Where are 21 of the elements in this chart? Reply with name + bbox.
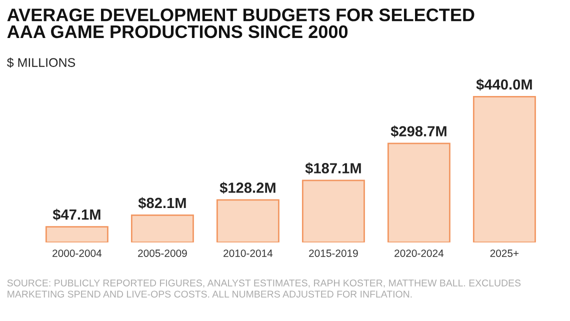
x-tick-label: 2015-2019 bbox=[309, 250, 358, 257]
x-tick-label: 2020-2024 bbox=[394, 250, 444, 257]
bar bbox=[387, 142, 450, 242]
chart-subtitle: $ MILLIONS bbox=[6, 58, 76, 68]
x-tick-label: 2000-2004 bbox=[52, 250, 102, 257]
bar bbox=[130, 214, 194, 242]
data-label: $128.2M bbox=[220, 182, 276, 194]
bar bbox=[302, 180, 365, 242]
x-tick-label: 2005-2009 bbox=[138, 250, 187, 257]
data-label: $82.1M bbox=[138, 197, 186, 210]
bar bbox=[472, 96, 536, 242]
data-label: $47.1M bbox=[52, 208, 100, 221]
x-tick-label: 2025+ bbox=[490, 250, 519, 257]
source-note: SOURCE: PUBLICLY REPORTED FIGURES, ANALYST ESTIMATES, RAPH KOSTER, MATTHEW BALL. EXCLUDES MARKETING SPEND AND LIVE-OPS COSTS. ALL NUMBERS ADJUSTED FOR INFLATION. bbox=[7, 280, 521, 298]
data-label: $440.0M bbox=[476, 78, 532, 91]
bar bbox=[45, 226, 108, 242]
chart-title: AVERAGE DEVELOPMENT BUDGETS FOR SELECTED AAA GAME PRODUCTIONS SINCE 2000 bbox=[7, 8, 474, 38]
x-tick-label: 2010-2014 bbox=[224, 250, 273, 257]
bar bbox=[216, 199, 280, 242]
data-label: $187.1M bbox=[305, 162, 361, 174]
data-label: $298.7M bbox=[390, 125, 446, 138]
